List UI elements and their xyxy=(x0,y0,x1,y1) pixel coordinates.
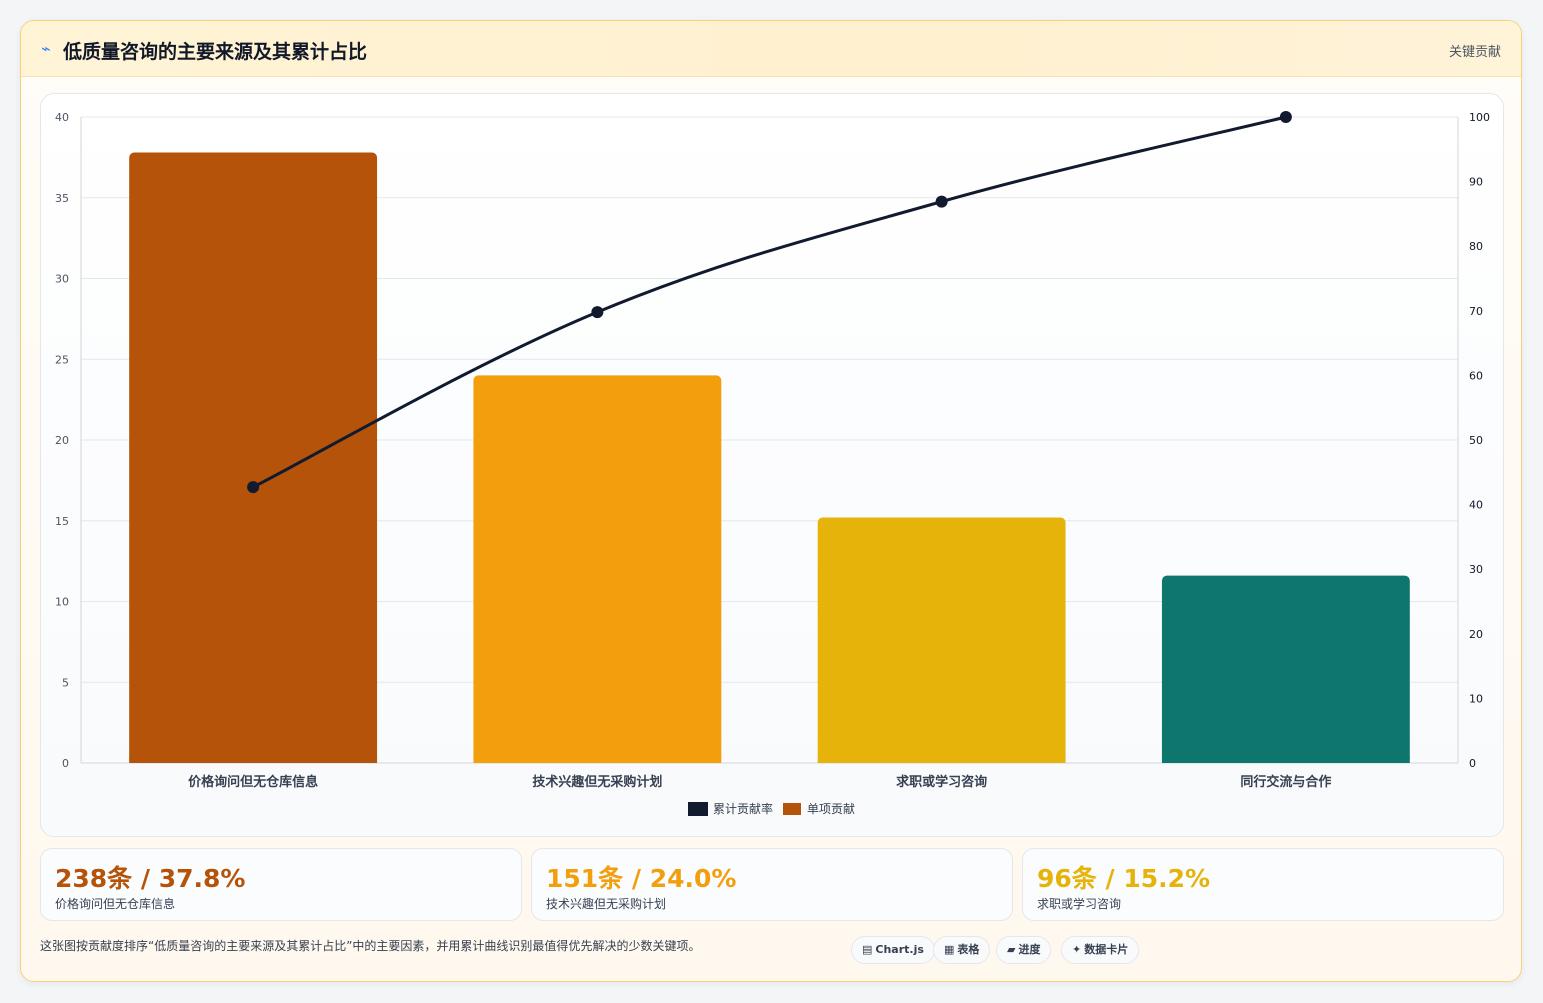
bar-2 xyxy=(473,375,722,763)
chip-progress[interactable]: ▰ 进度 xyxy=(996,936,1052,964)
right-tick-label: 0 xyxy=(1469,757,1476,770)
bar-base-4 xyxy=(1161,757,1410,763)
legend-label-single: 单项贡献 xyxy=(807,801,855,816)
left-tick-label: 30 xyxy=(55,273,69,286)
x-tick-label: 同行交流与合作 xyxy=(1240,774,1331,790)
kpi-value: 238条 / 37.8% xyxy=(55,864,246,893)
x-tick-label: 求职或学习咨询 xyxy=(896,774,987,790)
chip-table[interactable]: ▦ 表格 xyxy=(933,936,991,964)
table-icon: ▦ xyxy=(944,943,955,956)
right-tick-label: 10 xyxy=(1469,692,1483,705)
left-tick-label: 40 xyxy=(55,111,69,124)
cumulative-point-2 xyxy=(591,306,604,319)
right-tick-label: 60 xyxy=(1469,369,1483,382)
right-tick-label: 50 xyxy=(1469,434,1483,447)
left-tick-label: 15 xyxy=(55,515,69,528)
pareto-chart: 0 5 10 15 20 25 30 35 40 0 10 20 30 40 50 60 70 80 90 100 价格… xyxy=(55,111,1490,816)
chart-panel: 0 5 10 15 20 25 30 35 40 0 10 20 30 40 50 60 70 80 90 100 价格… xyxy=(40,93,1504,837)
legend-swatch-cumulative xyxy=(688,802,708,816)
left-tick-label: 25 xyxy=(55,353,69,366)
x-tick-label: 技术兴趣但无采购计划 xyxy=(532,774,662,790)
progress-icon: ▰ xyxy=(1007,943,1016,956)
chip-label: 进度 xyxy=(1018,943,1041,956)
kpi-label: 价格询问但无仓库信息 xyxy=(55,897,176,911)
bar-3 xyxy=(817,517,1066,763)
right-tick-label: 90 xyxy=(1469,176,1483,189)
right-tick-label: 30 xyxy=(1469,563,1483,576)
bar-1 xyxy=(129,152,378,763)
kpi-card-2: 151条 / 24.0% 技术兴趣但无采购计划 xyxy=(531,848,1013,921)
left-tick-label: 35 xyxy=(55,192,69,205)
bar-base-2 xyxy=(473,757,722,763)
chip-label: Chart.js xyxy=(875,943,924,956)
cumulative-line xyxy=(252,115,1287,489)
right-tick-label: 40 xyxy=(1469,499,1483,512)
chart-icon: ▤ xyxy=(862,943,873,956)
chart-title: 低质量咨询的主要来源及其累计占比 xyxy=(63,41,368,63)
x-tick-label: 价格询问但无仓库信息 xyxy=(188,774,318,790)
chart-description: 这张图按贡献度排序“低质量咨询的主要来源及其累计占比”中的主要因素，并用累计曲线… xyxy=(40,939,701,953)
sparkle-icon: ✦ xyxy=(1072,943,1082,956)
bar-base-1 xyxy=(129,757,378,763)
right-tick-label: 80 xyxy=(1469,240,1483,253)
bar-4 xyxy=(1161,575,1410,763)
card-header: ⌁ 低质量咨询的主要来源及其累计占比 关键贡献 xyxy=(21,21,1521,77)
legend-label-cumulative: 累计贡献率 xyxy=(713,801,773,816)
right-tick-label: 100 xyxy=(1469,111,1490,124)
cumulative-point-3 xyxy=(935,195,948,208)
kpi-value: 151条 / 24.0% xyxy=(546,864,737,893)
chip-chartjs[interactable]: ▤ Chart.js xyxy=(851,936,935,964)
chart-card: ⌁ 低质量咨询的主要来源及其累计占比 关键贡献 0 5 10 15 20 25 30 35 40… xyxy=(20,20,1522,982)
cumulative-point-1 xyxy=(247,481,260,494)
left-tick-label: 10 xyxy=(55,596,69,609)
legend-swatch-single xyxy=(783,803,801,815)
right-tick-label: 20 xyxy=(1469,628,1483,641)
chip-label: 表格 xyxy=(957,943,980,956)
kpi-card-3: 96条 / 15.2% 求职或学习咨询 xyxy=(1022,848,1504,921)
chip-label: 数据卡片 xyxy=(1084,943,1129,956)
kpi-label: 技术兴趣但无采购计划 xyxy=(546,897,667,911)
cumulative-point-4 xyxy=(1279,111,1292,123)
kpi-value: 96条 / 15.2% xyxy=(1037,864,1211,893)
right-tick-label: 70 xyxy=(1469,305,1483,318)
left-tick-label: 20 xyxy=(55,434,69,447)
left-tick-label: 5 xyxy=(62,676,69,689)
lightning-icon: ⌁ xyxy=(41,39,51,58)
key-contribution-badge: 关键贡献 xyxy=(1448,45,1501,60)
kpi-card-1: 238条 / 37.8% 价格询问但无仓库信息 xyxy=(40,848,522,921)
chip-data-cards[interactable]: ✦ 数据卡片 xyxy=(1061,936,1140,964)
bar-base-3 xyxy=(817,757,1066,763)
left-tick-label: 0 xyxy=(62,757,69,770)
kpi-label: 求职或学习咨询 xyxy=(1037,897,1122,911)
